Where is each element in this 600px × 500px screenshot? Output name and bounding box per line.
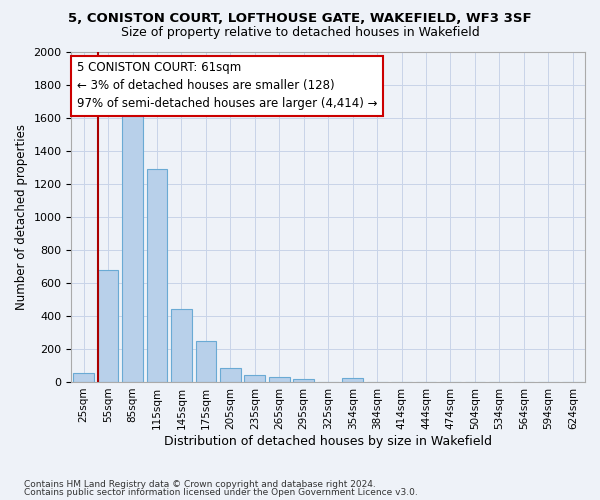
Bar [220, 368, 241, 382]
Text: Contains HM Land Registry data © Crown copyright and database right 2024.: Contains HM Land Registry data © Crown c… [24, 480, 376, 489]
Text: 5 CONISTON COURT: 61sqm
← 3% of detached houses are smaller (128)
97% of semi-de: 5 CONISTON COURT: 61sqm ← 3% of detached… [77, 62, 377, 110]
Bar [146, 169, 167, 382]
X-axis label: Distribution of detached houses by size in Wakefield: Distribution of detached houses by size … [164, 434, 492, 448]
Bar [244, 374, 265, 382]
Bar [73, 373, 94, 382]
Y-axis label: Number of detached properties: Number of detached properties [15, 124, 28, 310]
Text: 5, CONISTON COURT, LOFTHOUSE GATE, WAKEFIELD, WF3 3SF: 5, CONISTON COURT, LOFTHOUSE GATE, WAKEF… [68, 12, 532, 26]
Bar [196, 340, 217, 382]
Bar [293, 378, 314, 382]
Text: Contains public sector information licensed under the Open Government Licence v3: Contains public sector information licen… [24, 488, 418, 497]
Bar [122, 112, 143, 382]
Bar [269, 377, 290, 382]
Bar [171, 310, 192, 382]
Bar [342, 378, 363, 382]
Bar [98, 270, 118, 382]
Text: Size of property relative to detached houses in Wakefield: Size of property relative to detached ho… [121, 26, 479, 39]
